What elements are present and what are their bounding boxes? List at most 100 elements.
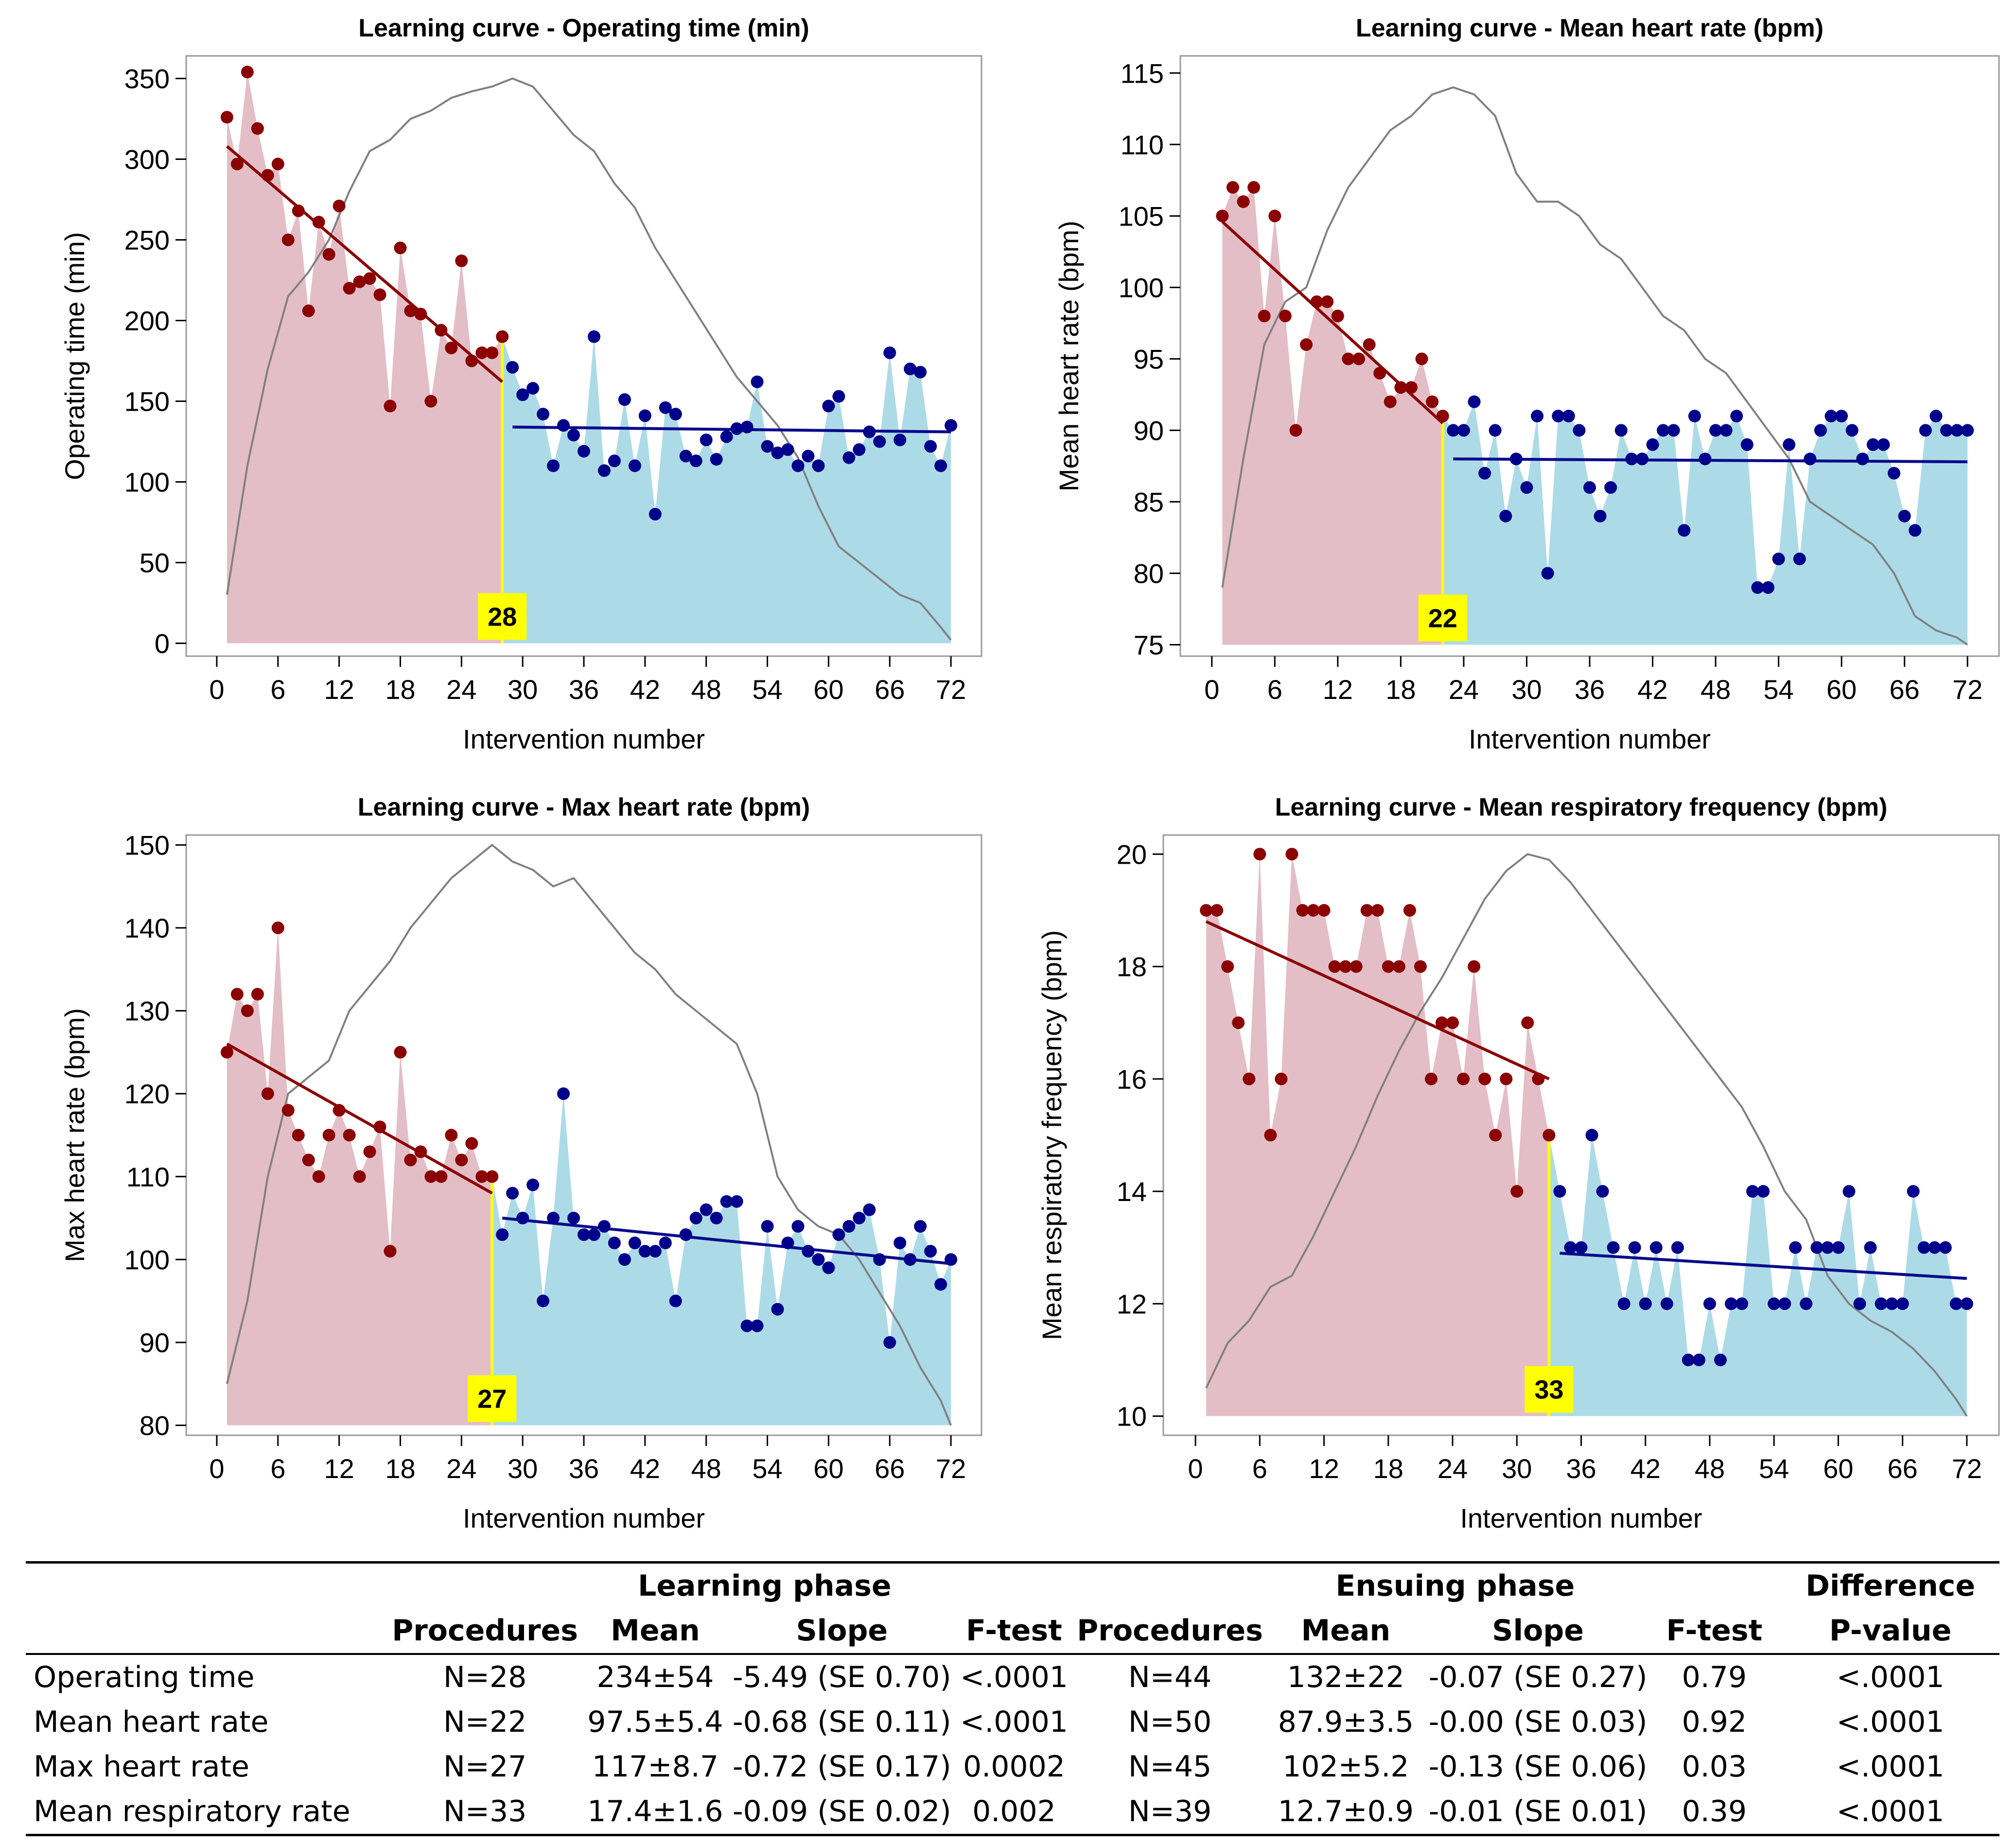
data-point [384,1245,397,1258]
data-point [261,1087,274,1100]
data-point [1740,438,1753,451]
data-point [1657,424,1670,437]
data-point [781,443,794,456]
data-point [1394,381,1407,394]
column-header: Procedures [1077,1608,1263,1655]
y-tick-label: 150 [124,386,170,417]
y-axis-label: Operating time (min) [59,232,90,480]
data-point [1639,1297,1652,1310]
column-header: Mean [578,1608,733,1655]
data-point [1660,1297,1673,1310]
data-point [1646,438,1659,451]
data-point [1573,424,1586,437]
data-point [1521,1016,1534,1029]
x-tick-label: 36 [1575,674,1605,705]
data-point [1888,467,1901,480]
data-point [1649,1241,1663,1254]
data-point [1317,904,1331,917]
table-cell: 87.9±3.5 [1278,1705,1414,1739]
data-point [771,1303,784,1316]
cutpoint-label: 28 [488,602,517,631]
ensuing-phase-header: Ensuing phase [1335,1569,1575,1603]
data-point [1275,1072,1288,1085]
data-point [842,451,856,464]
y-tick-label: 20 [1117,839,1147,870]
data-point [873,435,886,448]
data-point [1667,424,1680,437]
data-point [1279,310,1292,323]
data-point [292,204,305,217]
data-point [1499,509,1512,522]
data-point [404,304,417,317]
data-point [1832,1241,1845,1254]
data-point [1800,1297,1813,1310]
table-cell: <.0001 [960,1705,1068,1739]
data-point [1268,209,1281,223]
cutpoint-label: 27 [477,1385,507,1414]
learning-regression-line [1205,920,1550,1080]
data-point [1856,453,1869,466]
data-point [1264,1129,1277,1142]
data-point [384,400,397,413]
data-point [1778,1297,1791,1310]
data-point [241,1004,254,1017]
data-point [659,401,672,414]
data-point [669,1294,682,1307]
data-point [761,1220,774,1233]
y-tick-label: 80 [140,1410,170,1441]
table-cell: -0.01 (SE 0.01) [1428,1789,1648,1836]
table-cell: N=22 [443,1705,527,1739]
table-cell: N=39 [1077,1789,1263,1836]
data-point [1468,395,1481,408]
x-tick-label: 54 [752,674,782,705]
data-point [1510,1185,1524,1198]
data-point [1703,1297,1716,1310]
x-tick-label: 12 [1323,674,1353,705]
data-point [1210,904,1224,917]
table-cell: -5.49 (SE 0.70) [732,1660,951,1694]
chart-title: Learning curve - Mean heart rate (bpm) [1356,14,1823,42]
chart-title: Learning curve - Mean respiratory freque… [1275,793,1888,821]
column-header: Slope [1428,1608,1648,1655]
data-point [904,1253,917,1266]
data-point [1635,453,1648,466]
x-tick-label: 66 [875,674,905,705]
data-point [1896,1297,1909,1310]
data-point [638,409,651,422]
x-tick-label: 48 [1695,1453,1725,1484]
table-cell: N=27 [443,1750,527,1784]
data-point [1783,438,1796,451]
y-tick-label: 12 [1117,1288,1147,1319]
table-cell: -0.00 (SE 0.03) [1428,1705,1648,1739]
data-point [781,1236,794,1250]
data-point [424,395,438,408]
data-point [241,66,254,79]
data-point [537,408,550,421]
y-tick-label: 110 [1121,129,1164,160]
data-point [1768,1297,1781,1310]
data-point [1300,338,1313,351]
data-point [312,215,325,228]
data-point [230,988,244,1001]
data-point [1625,453,1638,466]
data-point [424,1170,438,1183]
data-point [1614,424,1628,437]
y-tick-label: 140 [124,913,170,943]
data-point [455,1153,468,1166]
table-cell: 0.79 [1682,1660,1747,1694]
data-point [1596,1185,1609,1198]
y-tick-label: 16 [1117,1064,1147,1095]
table-row: Mean respiratory rate N=33 17.4±1.6 -0.0… [26,1789,1999,1836]
learning-phase-area [1222,187,1443,645]
x-tick-label: 18 [1373,1453,1403,1484]
data-point [1500,1072,1513,1085]
table-cell: <.0001 [1836,1750,1945,1784]
row-label: Mean heart rate [34,1705,269,1739]
data-point [1583,481,1596,494]
data-point [597,1220,611,1233]
table-cell: 0.0002 [963,1750,1065,1784]
data-point [1457,1072,1470,1085]
y-tick-label: 0 [155,628,170,659]
data-point [1553,1185,1566,1198]
cutpoint-label: 22 [1428,604,1457,633]
